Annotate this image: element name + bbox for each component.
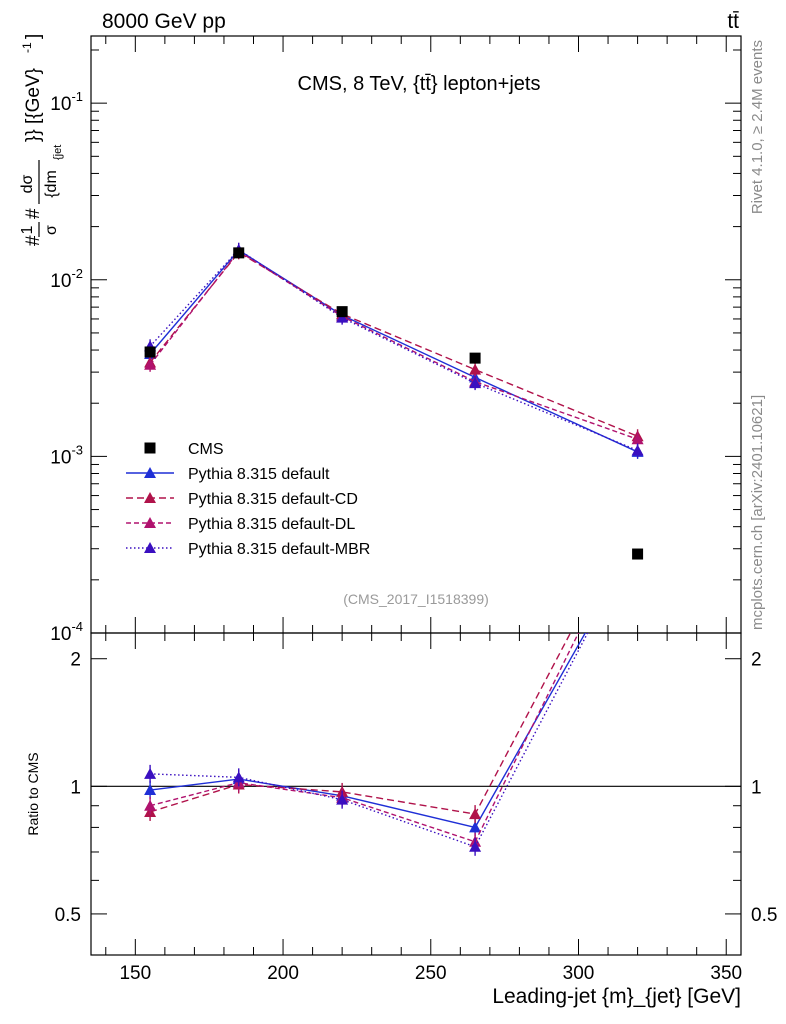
series-line	[149, 250, 638, 440]
legend-marker	[144, 492, 156, 503]
y-tick-label: 10-2	[50, 266, 83, 292]
ratio-line	[149, 633, 572, 815]
ratio-point	[232, 771, 245, 783]
x-tick-label: 150	[119, 963, 151, 984]
ratio-y-tick-label: 2	[70, 650, 81, 671]
ratio-point	[469, 840, 482, 852]
ratio-y-tick-label: 1	[70, 777, 81, 798]
ratio-y-axis: 0.5 0.5 1 1 2 2	[55, 650, 778, 926]
ylabel-frac2-num: dσ	[19, 174, 36, 193]
legend-marker	[144, 467, 156, 478]
ratio-point	[144, 784, 157, 796]
main-plot-area	[144, 242, 644, 560]
series-line	[149, 251, 638, 437]
data-point	[469, 352, 481, 364]
y-tick-label: 10-1	[50, 89, 83, 115]
y-tick-label: 10-3	[50, 442, 83, 468]
legend-marker-data	[144, 442, 156, 454]
ylabel-sub: {jet	[52, 145, 64, 160]
legend: CMS Pythia 8.315 default Pythia 8.315 defa…	[126, 441, 370, 558]
ratio-y-tick-label-right: 1	[751, 777, 762, 798]
plot-title: CMS, 8 TeV, {tt̄} lepton+jets	[298, 73, 541, 95]
ylabel-units: }} [{GeV}	[23, 68, 44, 142]
series-point	[631, 444, 644, 456]
series-point	[144, 358, 157, 370]
legend-label-data: CMS	[188, 441, 224, 458]
ratio-point	[469, 808, 482, 820]
legend-label: Pythia 8.315 default-MBR	[188, 541, 370, 558]
data-point	[632, 548, 644, 560]
rivet-version-label: Rivet 4.1.0, ≥ 2.4M events	[749, 40, 766, 214]
ratio-point	[336, 793, 349, 805]
x-axis-label: Leading-jet {m}_{jet} [GeV]	[492, 985, 741, 1008]
data-point	[336, 306, 348, 318]
x-tick-label: 300	[563, 963, 595, 984]
ratio-point	[144, 799, 157, 811]
ylabel-frac1-num: 1	[19, 225, 36, 234]
ratio-point	[469, 821, 482, 833]
ylabel-frac1-den: σ	[43, 225, 60, 235]
series-line	[149, 249, 638, 453]
ylabel-hash-2: #	[23, 208, 44, 219]
x-tick-label: 250	[415, 963, 447, 984]
ratio-y-tick-label-right: 2	[751, 650, 762, 671]
main-y-axis: 10-1 10-2 10-3 10-4	[50, 49, 741, 645]
ratio-y-tick-label-right: 0.5	[751, 905, 777, 926]
ylabel-frac2-den: {dm	[43, 170, 60, 198]
legend-marker	[144, 517, 156, 528]
header-process: 8000 GeV pp	[102, 10, 226, 33]
legend-label: Pythia 8.315 default-CD	[188, 491, 358, 508]
main-y-axis-label: # 1 σ # dσ {dm {jet }} [{GeV} -1 ]	[19, 34, 64, 246]
series-point	[469, 363, 482, 375]
series-point	[469, 377, 482, 389]
ratio-line	[150, 633, 587, 829]
series-point	[336, 311, 349, 323]
legend-label: Pythia 8.315 default	[188, 466, 330, 483]
ratio-y-tick-label: 0.5	[55, 905, 81, 926]
ylabel-hash: #	[23, 235, 44, 246]
ratio-point	[144, 767, 157, 779]
data-point	[233, 247, 245, 259]
series-point	[631, 433, 644, 445]
legend-label: Pythia 8.315 default-DL	[188, 516, 355, 533]
data-point	[144, 346, 156, 358]
source-label: mcplots.cern.ch [arXiv:2401.10621]	[749, 395, 766, 630]
ratio-plot-frame	[90, 632, 742, 956]
ylabel-exponent: -1	[20, 42, 34, 53]
x-axis: 150 200 250 300 350	[105, 36, 742, 984]
analysis-tag: (CMS_2017_I1518399)	[343, 591, 489, 607]
series-line	[149, 248, 638, 452]
x-tick-label: 350	[710, 963, 742, 984]
ylabel-close: ]	[23, 34, 44, 39]
ratio-line	[149, 633, 580, 843]
legend-marker	[144, 542, 156, 553]
ratio-plot-area	[91, 633, 741, 856]
y-tick-label: 10-4	[50, 619, 83, 645]
x-tick-label: 200	[267, 963, 299, 984]
ratio-y-axis-label: Ratio to CMS	[25, 752, 41, 835]
header-final-state: tt̄	[727, 10, 739, 33]
x-axis-title: Leading-jet {m}_{jet} [GeV]	[492, 985, 741, 1008]
